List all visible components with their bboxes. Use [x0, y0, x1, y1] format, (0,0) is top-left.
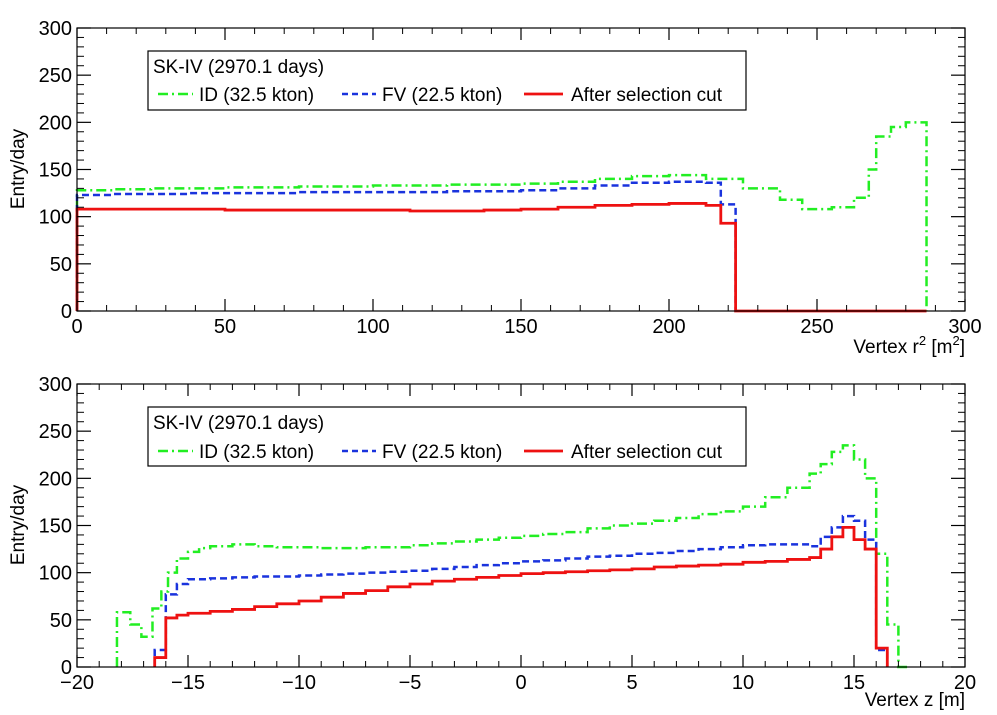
y-tick-label-z: 300 [39, 374, 72, 396]
y-tick-label-z: 150 [39, 516, 72, 538]
legend-label-fv-r2: FV (22.5 kton) [382, 85, 502, 106]
series-after-selection-cut-z [153, 525, 889, 667]
x-tick-label-r2: 100 [356, 316, 389, 338]
y-tick-label-r2: 0 [61, 301, 72, 323]
x-axis-title-r2: Vertex r2 [m2] [853, 333, 965, 358]
y-axis-title-z: Entry/day [8, 484, 29, 565]
y-tick-label-z: 0 [61, 657, 72, 679]
x-axis-title-r2-unit-close: ] [960, 337, 965, 358]
y-tick-label-r2: 50 [50, 254, 72, 276]
series-id-32-5-kton-z [115, 444, 910, 669]
x-tick-label-z: 5 [626, 672, 637, 694]
x-tick-label-z: −20 [60, 672, 94, 694]
legend-header-r2: SK-IV (2970.1 days) [153, 57, 324, 78]
series-fv-22-5-kton-z [153, 514, 889, 667]
y-tick-label-r2: 100 [39, 207, 72, 229]
x-axis-title-r2-unit-sup: 2 [952, 333, 959, 348]
x-tick-label-r2: 250 [800, 316, 833, 338]
legend-box-z [147, 406, 747, 467]
y-axis-title-r2: Entry/day [8, 128, 29, 209]
y-tick-label-r2: 300 [39, 18, 72, 40]
series-after-selection-cut-r2 [75, 202, 927, 313]
x-tick-label-r2: 200 [652, 316, 685, 338]
plot-area-z [115, 444, 910, 669]
x-axis-title-r2-main: Vertex r [853, 337, 919, 358]
y-tick-label-z: 250 [39, 421, 72, 443]
series-fv-22-5-kton-r2 [75, 180, 737, 311]
x-tick-label-r2: 150 [504, 316, 537, 338]
legend-z: SK-IV (2970.1 days) ID (32.5 kton) FV (2… [147, 406, 747, 467]
legend-label-id-z: ID (32.5 kton) [199, 442, 314, 463]
x-tick-label-z: −15 [171, 672, 205, 694]
x-tick-label-z: 20 [954, 672, 976, 694]
legend-label-fv-z: FV (22.5 kton) [382, 442, 502, 463]
y-tick-label-z: 100 [39, 563, 72, 585]
x-tick-label-r2: 300 [948, 316, 981, 338]
x-axis-title-z: Vertex z [m] [865, 690, 965, 711]
x-tick-label-r2: 0 [71, 316, 82, 338]
x-tick-label-z: 10 [732, 672, 754, 694]
legend-header-z: SK-IV (2970.1 days) [153, 413, 324, 434]
y-tick-label-r2: 250 [39, 65, 72, 87]
y-tick-label-z: 50 [50, 610, 72, 632]
legend-label-after-z: After selection cut [571, 442, 723, 463]
x-tick-label-z: 0 [515, 672, 526, 694]
x-tick-label-z: 15 [843, 672, 865, 694]
y-tick-label-r2: 200 [39, 112, 72, 134]
x-tick-label-z: −10 [282, 672, 316, 694]
legend-box-r2 [147, 50, 747, 111]
x-axis-title-r2-unit: [m [931, 337, 952, 358]
x-axis-title-r2-sup: 2 [919, 333, 926, 348]
x-tick-label-r2: 50 [214, 316, 236, 338]
y-tick-label-r2: 150 [39, 160, 72, 182]
y-tick-label-z: 200 [39, 468, 72, 490]
axes-r2: 0 50 100 150 200 250 300 0 50 100 150 200 250 300 [39, 18, 982, 338]
plot-area-r2 [75, 121, 928, 313]
legend-label-after-r2: After selection cut [571, 85, 723, 106]
legend-label-id-r2: ID (32.5 kton) [199, 85, 314, 106]
panel-r2: 0 50 100 150 200 250 300 0 50 100 150 200 250 300 Ent… [8, 18, 982, 358]
x-tick-label-z: −5 [399, 672, 422, 694]
series-id-32-5-kton-r2 [75, 121, 928, 311]
legend-r2: SK-IV (2970.1 days) ID (32.5 kton) FV (2… [147, 50, 747, 111]
